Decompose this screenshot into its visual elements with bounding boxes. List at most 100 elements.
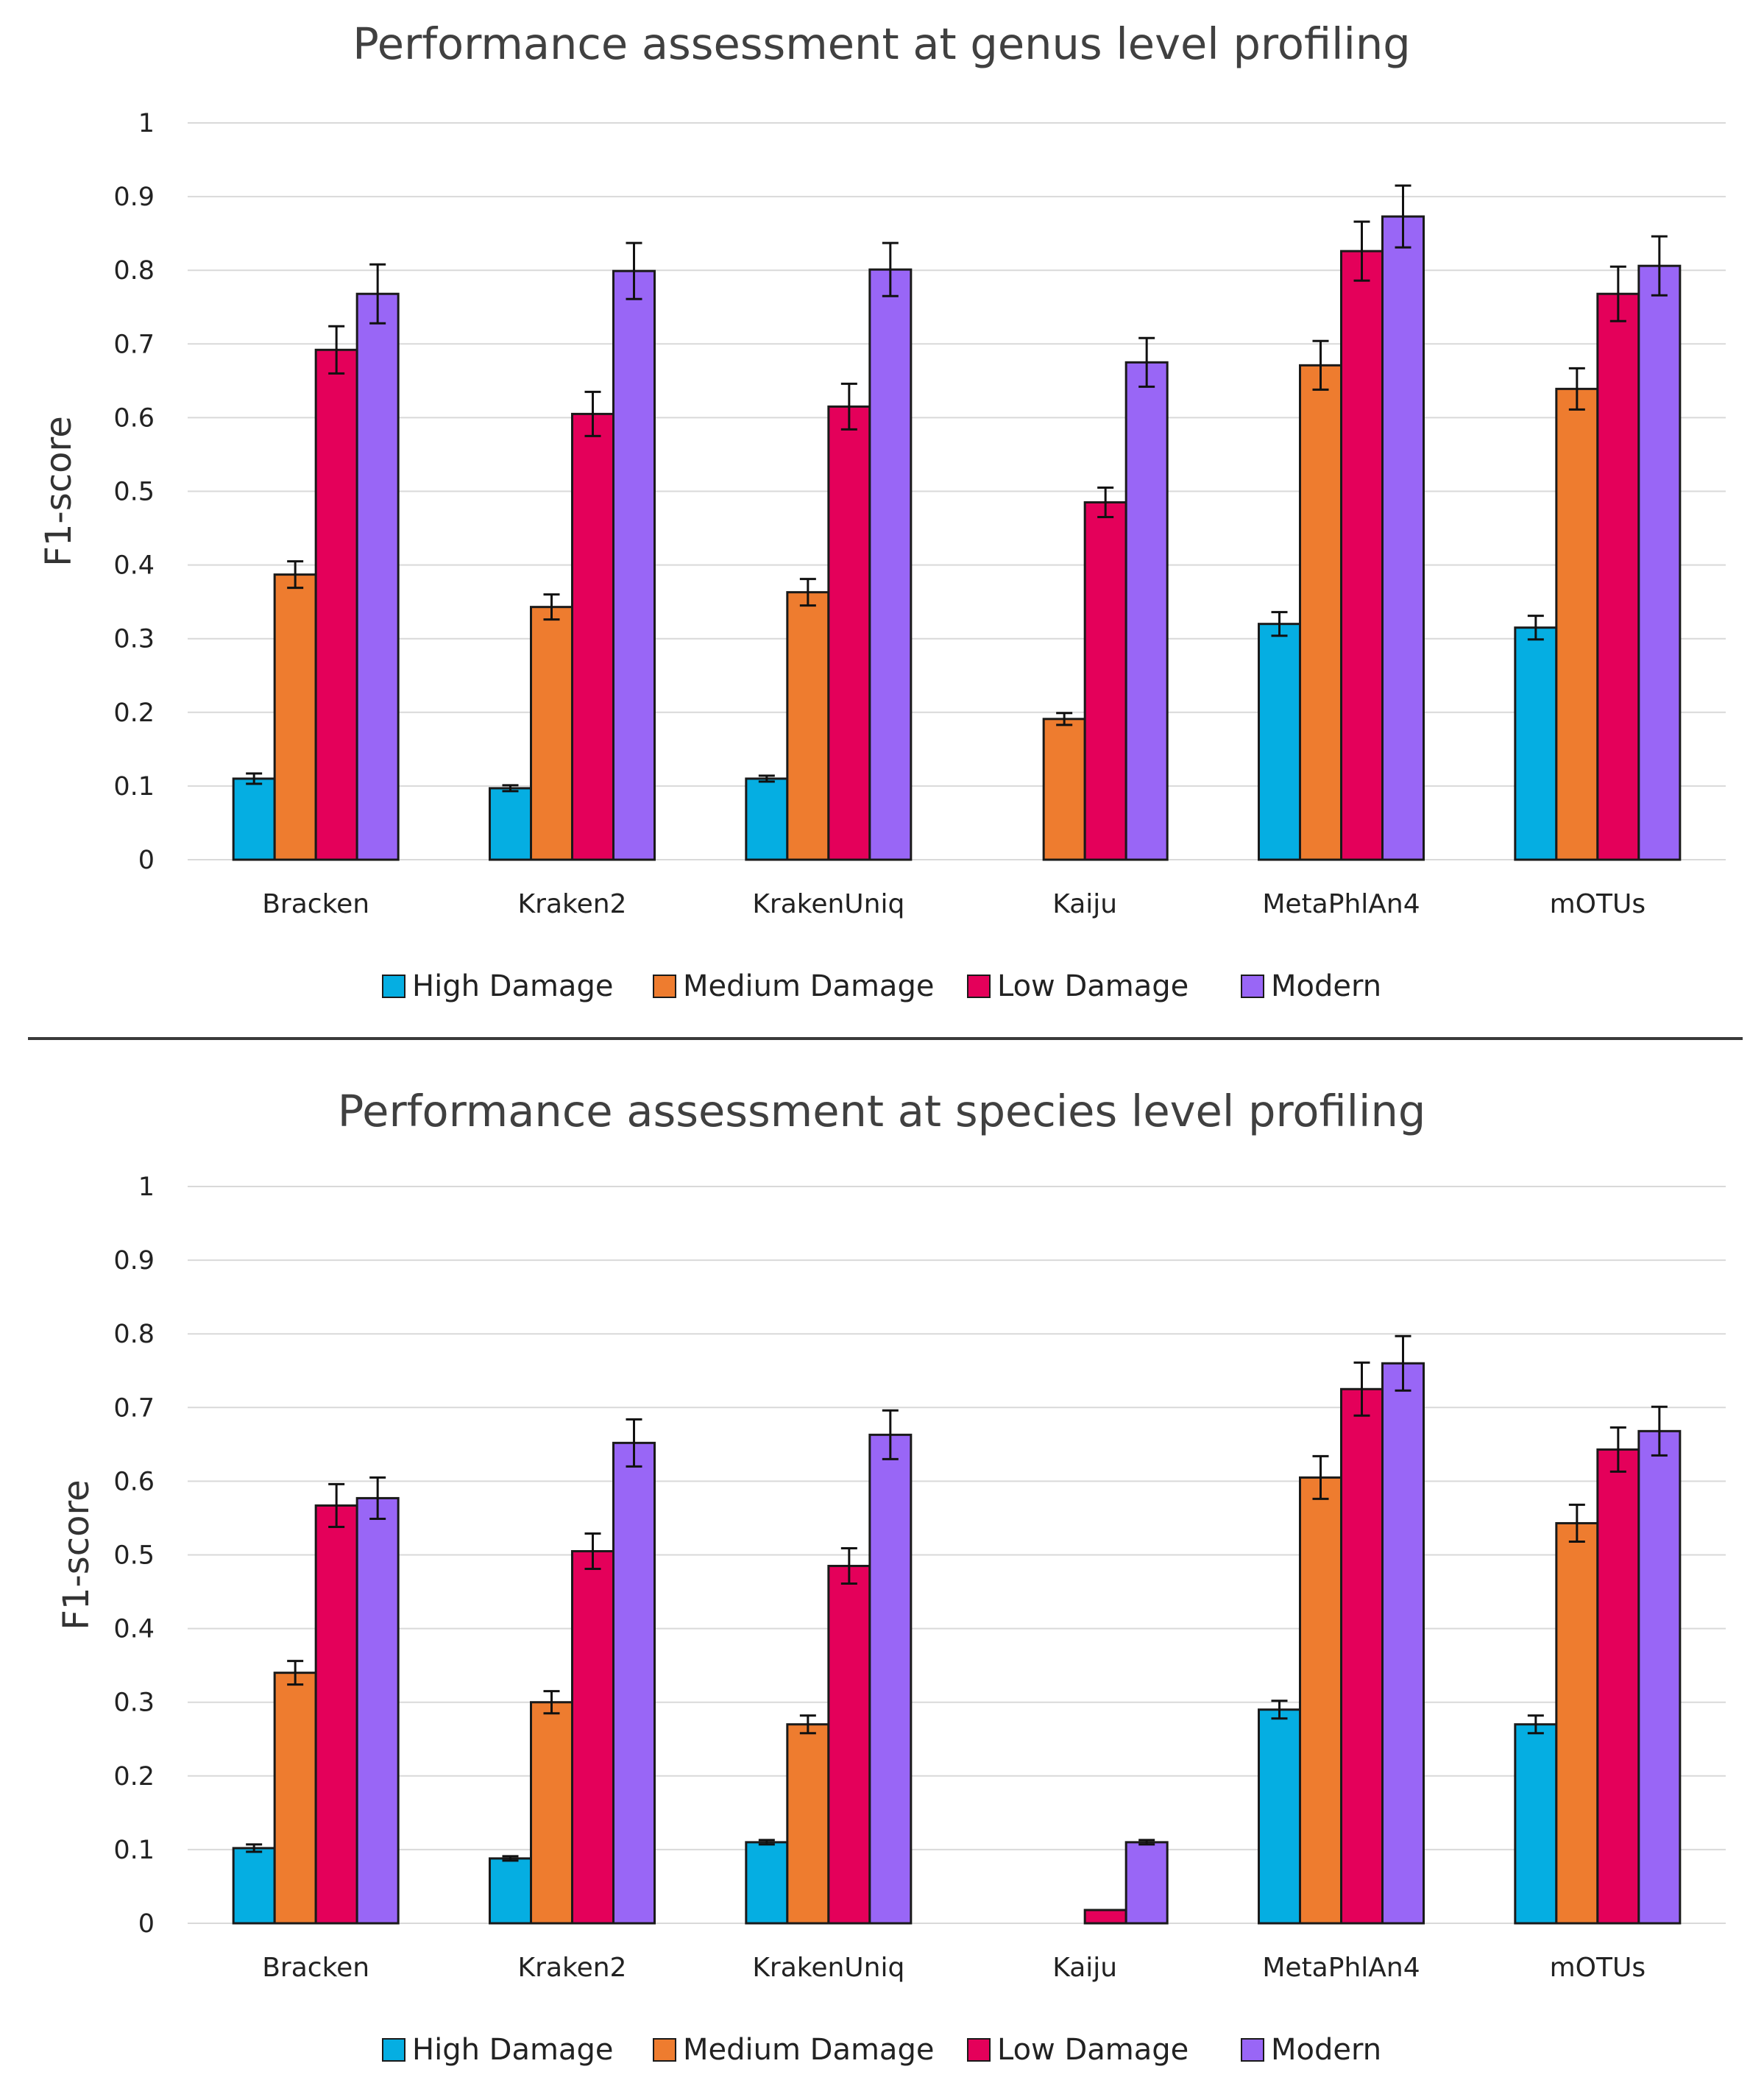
error-bar-kraken2-low-damage bbox=[584, 1532, 601, 1571]
error-bar-bracken-low-damage bbox=[328, 1482, 345, 1528]
genus-chart-panel: Performance assessment at genus level pr… bbox=[0, 0, 1764, 1034]
bar-motus-medium-damage bbox=[1555, 387, 1599, 861]
bar-kaiju-modern bbox=[1124, 1841, 1169, 1925]
bar-metaphlan4-high-damage bbox=[1258, 1708, 1301, 1925]
bar-bracken-modern bbox=[355, 1496, 400, 1925]
y-tick-label: 1 bbox=[138, 109, 155, 138]
x-category-label: KrakenUniq bbox=[752, 1953, 904, 1983]
error-bar-metaphlan4-modern bbox=[1395, 184, 1411, 249]
bar-bracken-low-damage bbox=[314, 348, 358, 861]
x-category-label: Kraken2 bbox=[518, 1953, 627, 1983]
legend-label: Modern bbox=[1271, 2033, 1381, 2067]
x-category-label: Kaiju bbox=[1052, 889, 1117, 919]
bar-kraken2-modern bbox=[612, 269, 656, 861]
legend-item-modern: Modern bbox=[1241, 2033, 1381, 2067]
legend-swatch bbox=[653, 975, 676, 998]
bar-kraken2-high-damage bbox=[489, 1857, 532, 1925]
legend-label: High Damage bbox=[412, 969, 613, 1003]
bar-kraken2-modern bbox=[612, 1441, 656, 1925]
bar-krakenuniq-medium-damage bbox=[786, 1723, 830, 1925]
error-bar-krakenuniq-low-damage bbox=[840, 1546, 857, 1585]
error-bar-bracken-medium-damage bbox=[287, 1660, 304, 1686]
bar-krakenuniq-low-damage bbox=[827, 1565, 871, 1925]
y-tick-label: 0 bbox=[138, 1909, 155, 1939]
bar-motus-high-damage bbox=[1514, 626, 1558, 861]
error-bar-motus-modern bbox=[1651, 1405, 1668, 1457]
bar-kaiju-low-damage bbox=[1083, 1909, 1127, 1925]
bar-metaphlan4-medium-damage bbox=[1299, 1476, 1342, 1925]
error-bar-krakenuniq-modern bbox=[882, 241, 899, 297]
bar-motus-high-damage bbox=[1514, 1723, 1558, 1925]
error-bar-kraken2-medium-damage bbox=[543, 593, 560, 621]
species-chart: Performance assessment at species level … bbox=[56, 1086, 1726, 2067]
error-bar-metaphlan4-medium-damage bbox=[1312, 339, 1329, 391]
y-tick-label: 0.9 bbox=[113, 1246, 155, 1276]
y-tick-label: 0.3 bbox=[113, 625, 155, 654]
error-bar-metaphlan4-modern bbox=[1395, 1334, 1411, 1392]
x-category-label: mOTUs bbox=[1550, 889, 1646, 919]
error-bar-motus-medium-damage bbox=[1568, 367, 1585, 411]
error-bar-bracken-modern bbox=[369, 1476, 386, 1520]
y-tick-label: 0.1 bbox=[113, 1836, 155, 1865]
y-tick-label: 0.7 bbox=[113, 1393, 155, 1423]
error-bar-bracken-modern bbox=[369, 263, 386, 325]
error-bar-motus-medium-damage bbox=[1568, 1503, 1585, 1543]
error-bar-bracken-high-damage bbox=[246, 772, 263, 785]
error-bar-kaiju-modern bbox=[1138, 336, 1155, 388]
legend-swatch bbox=[967, 2038, 991, 2062]
bar-metaphlan4-medium-damage bbox=[1299, 364, 1342, 861]
error-bar-krakenuniq-medium-damage bbox=[799, 1714, 816, 1735]
error-bar-kraken2-high-damage bbox=[502, 1855, 519, 1862]
bar-krakenuniq-high-damage bbox=[745, 1841, 789, 1925]
bar-motus-low-damage bbox=[1596, 1448, 1640, 1925]
legend-label: High Damage bbox=[412, 2033, 613, 2067]
y-tick-label: 0.7 bbox=[113, 330, 155, 359]
error-bar-metaphlan4-low-damage bbox=[1353, 220, 1370, 282]
legend-item-medium-damage: Medium Damage bbox=[653, 2033, 934, 2067]
legend-item-medium-damage: Medium Damage bbox=[653, 969, 934, 1003]
legend-label: Low Damage bbox=[997, 2033, 1189, 2067]
x-category-label: MetaPhlAn4 bbox=[1262, 889, 1420, 919]
bar-kraken2-low-damage bbox=[571, 1549, 614, 1925]
bar-bracken-modern bbox=[355, 292, 400, 861]
bar-bracken-high-damage bbox=[232, 1847, 276, 1925]
bar-krakenuniq-high-damage bbox=[745, 777, 789, 861]
y-tick-label: 0.9 bbox=[113, 183, 155, 212]
y-tick-label: 0 bbox=[138, 846, 155, 875]
bar-krakenuniq-modern bbox=[868, 268, 913, 861]
bar-motus-modern bbox=[1637, 1429, 1682, 1925]
legend-swatch bbox=[967, 975, 991, 998]
bar-kaiju-modern bbox=[1124, 361, 1169, 861]
error-bar-bracken-low-damage bbox=[328, 325, 345, 375]
error-bar-motus-low-damage bbox=[1609, 1426, 1626, 1473]
error-bar-krakenuniq-medium-damage bbox=[799, 578, 816, 607]
x-category-label: Kaiju bbox=[1052, 1953, 1117, 1983]
bar-bracken-medium-damage bbox=[273, 1672, 317, 1925]
y-tick-label: 0.4 bbox=[113, 1615, 155, 1644]
bar-motus-modern bbox=[1637, 264, 1682, 861]
y-tick-label: 1 bbox=[138, 1173, 155, 1202]
legend-swatch bbox=[653, 2038, 676, 2062]
bar-motus-low-damage bbox=[1596, 292, 1640, 861]
legend-label: Low Damage bbox=[997, 969, 1189, 1003]
legend-swatch bbox=[1241, 975, 1264, 998]
error-bar-krakenuniq-low-damage bbox=[840, 382, 857, 431]
y-tick-label: 0.3 bbox=[113, 1688, 155, 1718]
error-bar-motus-low-damage bbox=[1609, 265, 1626, 322]
species-chart-panel: Performance assessment at species level … bbox=[0, 1045, 1764, 2083]
x-category-label: mOTUs bbox=[1550, 1953, 1646, 1983]
error-bar-krakenuniq-high-damage bbox=[758, 774, 775, 783]
bar-kraken2-medium-damage bbox=[530, 606, 573, 861]
chart-title: Performance assessment at genus level pr… bbox=[353, 18, 1411, 69]
error-bar-krakenuniq-high-damage bbox=[758, 1839, 775, 1846]
legend-item-modern: Modern bbox=[1241, 969, 1381, 1003]
y-tick-label: 0.1 bbox=[113, 772, 155, 802]
y-tick-label: 0.5 bbox=[113, 1541, 155, 1571]
panel-divider bbox=[28, 1037, 1743, 1040]
y-axis-label: F1-score bbox=[38, 416, 79, 566]
error-bar-kraken2-modern bbox=[626, 241, 642, 300]
legend-label: Medium Damage bbox=[683, 969, 934, 1003]
error-bar-krakenuniq-modern bbox=[882, 1409, 899, 1460]
bar-metaphlan4-high-damage bbox=[1258, 623, 1301, 861]
bar-metaphlan4-modern bbox=[1381, 1362, 1425, 1925]
